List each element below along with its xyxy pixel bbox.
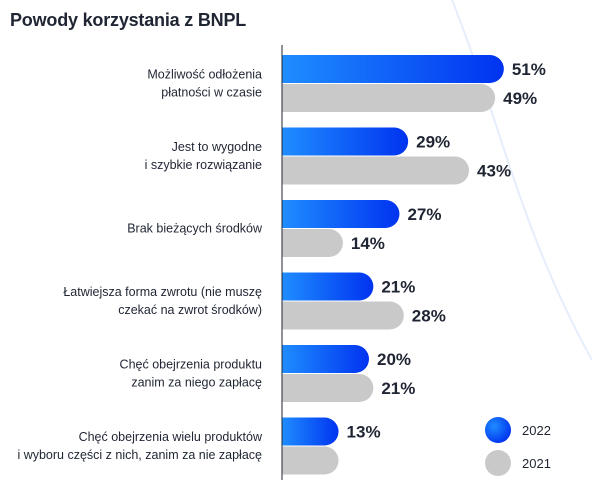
data-label: 29% (416, 133, 450, 152)
bar-2021 (282, 84, 496, 112)
category-label-line: Łatwiejsza forma zwrotu (nie muszę (63, 285, 262, 299)
data-label: 21% (381, 278, 415, 297)
data-label: 13% (347, 423, 381, 442)
data-label: 27% (407, 205, 441, 224)
category-label: Brak bieżących środków (127, 222, 263, 236)
category-label-line: Chęć obejrzenia wielu produktów (79, 430, 263, 444)
category-label: Możliwość odłożenia płatności w czasie (147, 68, 262, 100)
category-label-line: czekać na zwrot środków) (118, 303, 262, 317)
category-label: Łatwiejsza forma zwrotu (nie muszę czekać… (63, 285, 262, 317)
category-label-line: Jest to wygodne (172, 140, 262, 154)
category-label-line: Możliwość odłożenia (147, 68, 262, 82)
bar-2022 (282, 127, 409, 156)
data-label: 28% (412, 307, 446, 326)
bar-2022 (282, 55, 504, 83)
category-label-line: Chęć obejrzenia produktu (120, 358, 262, 372)
bar-2022 (282, 200, 400, 228)
category-label-line: Brak bieżących środków (127, 222, 263, 236)
category-label-line: i szybkie rozwiązanie (145, 158, 262, 172)
category-label: Jest to wygodne i szybkie rozwiązanie (145, 140, 262, 172)
category-label-line: i wyboru części z nich, zanim za nie zap… (17, 448, 262, 462)
data-label: 14% (351, 234, 385, 253)
legend: 2022 2021 (485, 417, 551, 476)
bar-2021 (282, 374, 374, 402)
bar-2022 (282, 272, 374, 301)
data-label: 21% (381, 379, 415, 398)
bar-2022 (282, 345, 369, 373)
bar-2022 (282, 417, 339, 446)
bar-2021 (282, 156, 470, 185)
bar-2021 (282, 229, 343, 257)
data-label: 51% (512, 60, 546, 79)
data-label: 43% (477, 162, 511, 181)
legend-label: 2021 (522, 456, 551, 471)
data-label: 20% (377, 350, 411, 369)
legend-label: 2022 (522, 423, 551, 438)
category-label-line: zanim za niego zapłacę (131, 376, 262, 390)
legend-marker-2021 (485, 450, 511, 476)
chart-title: Powody korzystania z BNPL (10, 10, 247, 30)
category-label: Chęć obejrzenia produktu zanim za niego z… (120, 358, 262, 390)
category-label-line: płatności w czasie (161, 86, 262, 100)
bar-2021 (282, 301, 404, 330)
category-label: Chęć obejrzenia wielu produktów i wyboru … (17, 430, 263, 462)
data-label: 49% (503, 89, 537, 108)
bar-2021 (282, 446, 339, 475)
legend-marker-2022 (485, 417, 511, 443)
